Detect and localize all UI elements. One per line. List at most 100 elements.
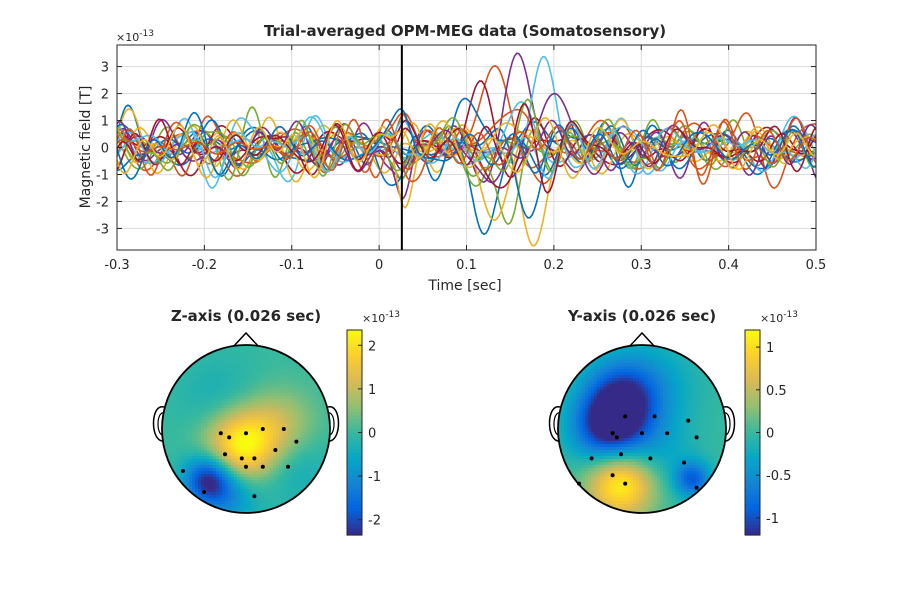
heatmap-cell [315,483,319,487]
heatmap-cell [291,447,295,451]
heatmap-cell [303,510,307,513]
heatmap-cell [240,480,244,484]
heatmap-cell [282,510,286,513]
heatmap-cell [189,462,193,466]
heatmap-cell [186,432,190,436]
heatmap-cell [573,354,577,358]
heatmap-cell [177,432,181,436]
heatmap-cell [300,444,304,448]
heatmap-cell [306,381,310,385]
heatmap-cell [702,426,706,430]
heatmap-cell [708,357,712,361]
heatmap-cell [717,378,721,382]
heatmap-cell [663,357,667,361]
heatmap-cell [561,369,565,373]
heatmap-cell [681,393,685,397]
heatmap-cell [258,474,262,478]
heatmap-cell [252,399,256,403]
heatmap-cell [318,375,322,379]
heatmap-cell [162,417,166,421]
heatmap-cell [198,423,202,427]
heatmap-cell [165,438,169,442]
heatmap-cell [657,408,661,412]
heatmap-cell [291,375,295,379]
heatmap-cell [714,354,718,358]
heatmap-cell [213,459,217,463]
heatmap-cell [630,372,634,376]
heatmap-cell [681,357,685,361]
heatmap-cell [231,417,235,421]
nose [627,331,657,349]
heatmap-cell [267,465,271,469]
heatmap-cell [657,417,661,421]
heatmap-cell [258,408,262,412]
heatmap-cell [228,444,232,448]
heatmap-cell [618,375,622,379]
heatmap-cell [588,390,592,394]
heatmap-cell [567,414,571,418]
heatmap-cell [189,471,193,475]
heatmap-cell [690,375,694,379]
heatmap-cell [204,429,208,433]
heatmap-cell [720,426,724,430]
heatmap-cell [303,384,307,388]
heatmap-cell [282,420,286,424]
heatmap-cell [321,357,325,361]
heatmap-cell [327,480,330,484]
heatmap-cell [669,387,673,391]
heatmap-cell [303,354,307,358]
heatmap-cell [261,354,265,358]
heatmap-cell [213,444,217,448]
heatmap-cell [714,369,718,373]
heatmap-cell [231,477,235,481]
heatmap-cell [630,345,634,349]
heatmap-cell [591,408,595,412]
heatmap-cell [282,468,286,472]
colorbar [347,330,362,536]
heatmap-cell [645,417,649,421]
heatmap-cell [285,381,289,385]
y-tick-label: -1 [96,168,109,183]
heatmap-cell [237,378,241,382]
heatmap-cell [306,468,310,472]
heatmap-cell [315,411,319,415]
heatmap-cell [609,366,613,370]
heatmap-cell [606,345,610,349]
heatmap-cell [189,357,193,361]
heatmap-cell [225,378,229,382]
heatmap-cell [273,405,277,409]
sensor-dot [252,494,257,499]
exponent-power: -13 [783,310,798,320]
heatmap-cell [261,480,265,484]
heatmap-cell [294,426,298,430]
heatmap-cell [234,381,238,385]
heatmap-cell [246,408,250,412]
heatmap-cell [255,387,259,391]
heatmap-cell [177,393,181,397]
heatmap-cell [264,399,268,403]
heatmap-cell [264,384,268,388]
heatmap-cell [270,363,274,367]
heatmap-cell [312,468,316,472]
heatmap-cell [183,465,187,469]
heatmap-cell [171,357,175,361]
heatmap-cell [207,384,211,388]
heatmap-cell [270,396,274,400]
heatmap-cell [708,372,712,376]
heatmap-cell [222,432,226,436]
heatmap-cell [279,405,283,409]
heatmap-cell [606,384,610,388]
heatmap-cell [183,441,187,445]
heatmap-cell [189,465,193,469]
colorbar-segment [347,405,362,410]
heatmap-cell [261,399,265,403]
heatmap-cell [318,396,322,400]
heatmap-cell [294,420,298,424]
heatmap-cell [219,450,223,454]
heatmap-cell [240,345,244,349]
heatmap-cell [654,381,658,385]
heatmap-cell [723,363,726,367]
heatmap-cell [690,354,694,358]
heatmap-cell [705,399,709,403]
heatmap-cell [579,402,583,406]
